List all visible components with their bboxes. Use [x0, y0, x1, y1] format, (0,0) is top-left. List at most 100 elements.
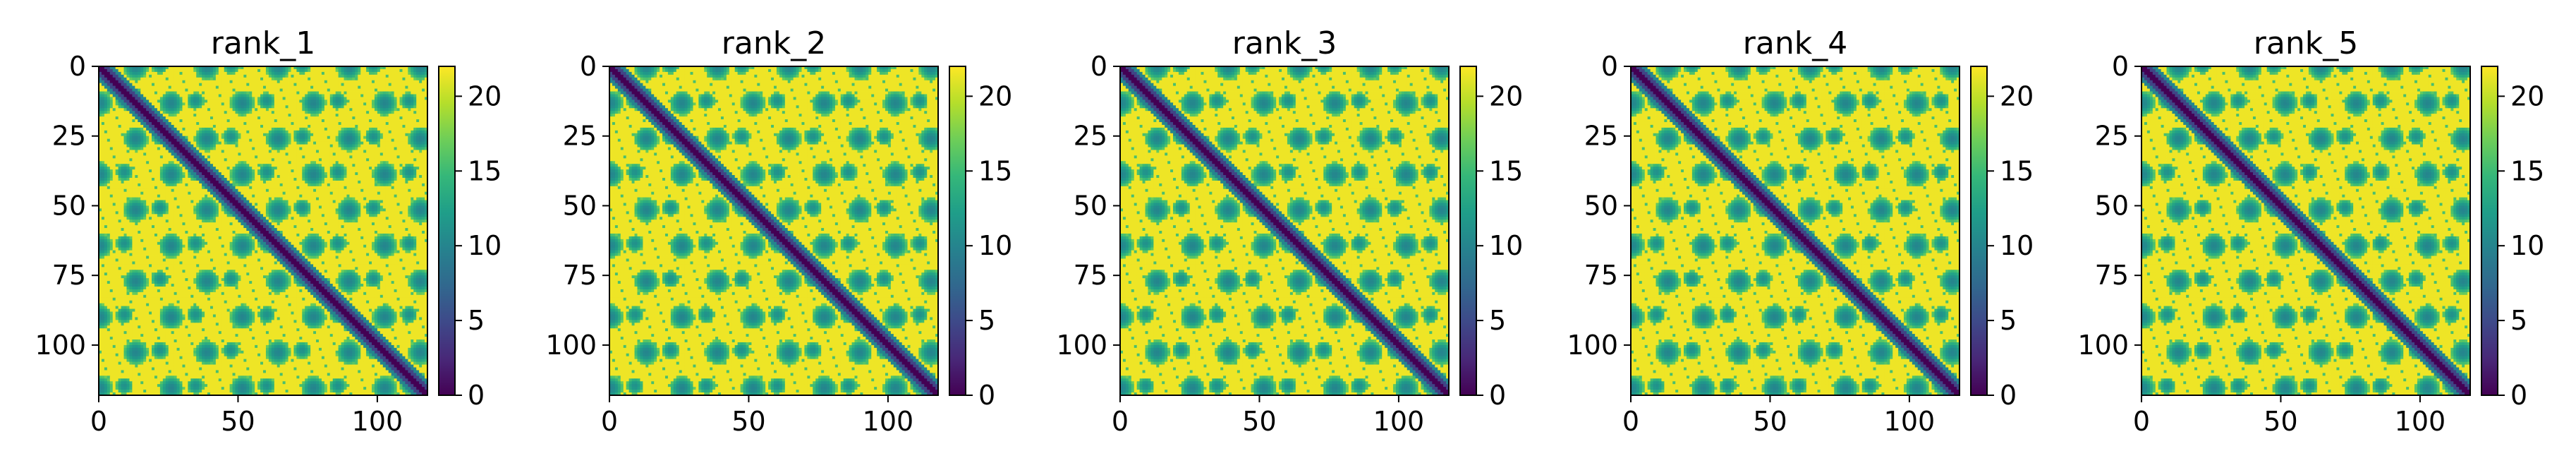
heatmap-cell	[169, 69, 171, 72]
heatmap-cell	[363, 69, 366, 72]
heatmap-cell	[369, 72, 372, 75]
heatmap-cell	[383, 69, 386, 72]
heatmap-cell	[286, 72, 288, 75]
heatmap-cell	[121, 75, 124, 78]
heatmap-cell	[302, 69, 305, 72]
heatmap-cell	[227, 75, 230, 78]
heatmap-cells	[99, 66, 427, 395]
heatmap-cell	[202, 69, 205, 72]
heatmap-cell	[110, 69, 113, 72]
heatmap-cell	[210, 75, 213, 78]
heatmap-cell	[419, 69, 422, 72]
heatmap-cell	[416, 72, 419, 75]
heatmap-cell	[138, 75, 140, 78]
heatmap-cell	[411, 72, 413, 75]
heatmap-cell	[252, 69, 255, 72]
heatmap-cell	[182, 72, 185, 75]
heatmap-cell	[274, 69, 277, 72]
heatmap-cell	[171, 72, 174, 75]
heatmap-cell	[313, 69, 316, 72]
heatmap-cell	[126, 69, 129, 72]
heatmap-cell	[135, 72, 138, 75]
heatmap-cell	[119, 72, 121, 75]
heatmap-cell	[416, 69, 419, 72]
heatmap-cell	[119, 75, 121, 78]
heatmap-cell	[116, 72, 119, 75]
heatmap-cell	[249, 72, 252, 75]
heatmap-cell	[154, 69, 157, 72]
heatmap-cell	[346, 72, 349, 75]
heatmap-cell	[286, 69, 288, 72]
heatmap-cell	[355, 72, 358, 75]
heatmap-cell	[408, 72, 411, 75]
heatmap-cell	[132, 75, 135, 78]
heatmap-cell	[346, 69, 349, 72]
heatmap-cell	[255, 69, 257, 72]
heatmap-cell	[221, 69, 224, 72]
heatmap-cell	[213, 69, 216, 72]
heatmap-cell	[391, 69, 394, 72]
heatmap-cell	[196, 72, 199, 75]
heatmap-cell	[330, 69, 333, 72]
heatmap-cell	[336, 69, 339, 72]
heatmap-cell	[213, 72, 216, 75]
heatmap-cell	[296, 72, 299, 75]
heatmap-cell	[375, 72, 377, 75]
heatmap-cell	[230, 75, 233, 78]
heatmap-cell	[299, 72, 302, 75]
heatmap-cell	[121, 72, 124, 75]
heatmap-cell	[196, 75, 199, 78]
heatmap-cell	[157, 72, 160, 75]
heatmap-cell	[174, 72, 177, 75]
heatmap-cell	[360, 72, 363, 75]
heatmap-cell	[140, 72, 143, 75]
heatmap-cell	[121, 69, 124, 72]
heatmap-cell	[272, 72, 274, 75]
heatmap-cell	[280, 69, 283, 72]
heatmap-cell	[196, 69, 199, 72]
heatmap-cell	[358, 72, 360, 75]
heatmap-cell	[394, 72, 397, 75]
heatmap-cell	[132, 69, 135, 72]
heatmap-cell	[169, 72, 171, 75]
heatmap-cell	[199, 72, 202, 75]
heatmap-cell	[419, 72, 422, 75]
heatmap-cell	[143, 72, 146, 75]
heatmap-cell	[344, 69, 347, 72]
heatmap-cell	[330, 72, 333, 75]
heatmap-cell	[213, 75, 216, 78]
heatmap-cell	[227, 69, 230, 72]
heatmap-cell	[233, 69, 236, 72]
heatmap-cell	[313, 72, 316, 75]
heatmap-cell	[366, 72, 369, 75]
heatmap-cell	[402, 69, 405, 72]
heatmap-cell	[160, 69, 163, 72]
heatmap-cell	[272, 69, 274, 72]
heatmap-cell	[160, 72, 163, 75]
heatmap-cell	[241, 69, 243, 72]
heatmap-cell	[180, 72, 183, 75]
heatmap-cell	[324, 69, 327, 72]
heatmap-cell	[263, 72, 266, 75]
heatmap-cell	[386, 69, 389, 72]
heatmap-cell	[341, 69, 344, 72]
heatmap-cell	[207, 69, 210, 72]
heatmap-cell	[221, 75, 224, 78]
heatmap-cell	[238, 69, 241, 72]
heatmap-cell	[188, 75, 190, 78]
heatmap-cell	[293, 72, 296, 75]
heatmap-cell	[199, 69, 202, 72]
heatmap-cell	[238, 75, 241, 78]
heatmap-cell	[224, 72, 227, 75]
heatmap-cell	[104, 69, 107, 72]
heatmap-cell	[422, 72, 425, 75]
heatmap-cell	[177, 75, 180, 78]
heatmap-cell	[394, 69, 397, 72]
heatmap-cell	[177, 69, 180, 72]
heatmap-cell	[277, 69, 280, 72]
heatmap-cell	[216, 69, 219, 72]
heatmap-cell	[397, 72, 400, 75]
heatmap-cell	[138, 72, 140, 75]
heatmap-cell	[185, 75, 188, 78]
